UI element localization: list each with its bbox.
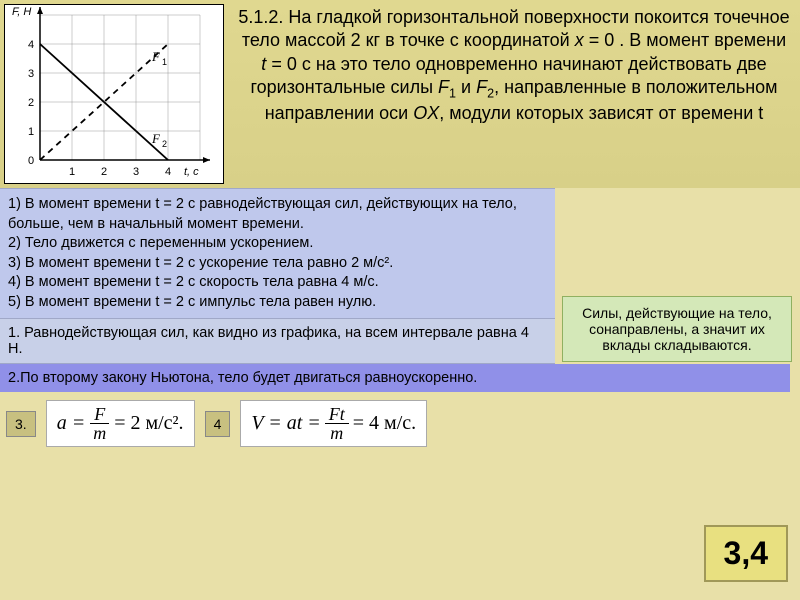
svg-text:F: F xyxy=(151,131,161,146)
statement-2: 2) Тело движется с переменным ускорением… xyxy=(8,234,547,254)
expl1-text: 1. Равнодействующая сил, как видно из гр… xyxy=(8,325,529,357)
bottom-row: 3. a = F m = 2 м/с². 4 V = at = Ft m = 4… xyxy=(0,392,800,455)
svg-text:1: 1 xyxy=(162,57,167,67)
svg-text:0: 0 xyxy=(28,155,34,167)
svg-text:2: 2 xyxy=(28,97,34,109)
svg-text:t, с: t, с xyxy=(184,166,199,178)
explanation-1: 1. Равнодействующая сил, как видно из гр… xyxy=(0,319,555,364)
statement-3: 3) В момент времени t = 2 с ускорение те… xyxy=(8,254,547,274)
f2-lhs: V = at = xyxy=(251,412,320,435)
statement-1: 1) В момент времени t = 2 с равнодейству… xyxy=(8,195,547,234)
f1-frac: F m xyxy=(89,405,110,442)
svg-text:4: 4 xyxy=(165,166,171,178)
svg-text:2: 2 xyxy=(162,139,167,149)
problem-text: 5.1.2. На гладкой горизонтальной поверхн… xyxy=(228,0,800,188)
svg-text:2: 2 xyxy=(101,166,107,178)
expl2-text: 2.По второму закону Ньютона, тело будет … xyxy=(8,370,477,386)
statements-block: 1) В момент времени t = 2 с равнодейству… xyxy=(0,188,555,319)
svg-text:1: 1 xyxy=(69,166,75,178)
top-region: F1 F2 0 1 2 3 4 1 2 3 4 t, с F, Н 5.1.2.… xyxy=(0,0,800,188)
hint-box: Силы, действующие на тело, сонаправлены,… xyxy=(562,296,792,362)
svg-text:1: 1 xyxy=(28,126,34,138)
answer-box: 3,4 xyxy=(704,525,788,582)
formula-velocity: V = at = Ft m = 4 м/с. xyxy=(240,400,427,447)
svg-text:F, Н: F, Н xyxy=(12,6,31,18)
explanation-2: 2.По второму закону Ньютона, тело будет … xyxy=(0,364,790,392)
problem-number: 5.1.2. xyxy=(238,7,283,27)
svg-text:3: 3 xyxy=(133,166,139,178)
formula-acceleration: a = F m = 2 м/с². xyxy=(46,400,195,447)
svg-text:F: F xyxy=(151,49,161,64)
answer-value: 3,4 xyxy=(724,535,768,571)
svg-text:4: 4 xyxy=(28,39,34,51)
f2-frac: Ft m xyxy=(325,405,349,442)
statement-4: 4) В момент времени t = 2 с скорость тел… xyxy=(8,273,547,293)
hint-text: Силы, действующие на тело, сонаправлены,… xyxy=(582,305,772,353)
step4-label: 4 xyxy=(205,411,231,437)
statement-5: 5) В момент времени t = 2 с импульс тела… xyxy=(8,293,547,313)
problem-body: На гладкой горизонтальной поверхности по… xyxy=(242,7,790,123)
force-time-graph: F1 F2 0 1 2 3 4 1 2 3 4 t, с F, Н xyxy=(4,4,224,184)
step3-label: 3. xyxy=(6,411,36,437)
f1-rhs: = 2 м/с². xyxy=(114,412,183,435)
f2-rhs: = 4 м/с. xyxy=(353,412,416,435)
svg-text:3: 3 xyxy=(28,68,34,80)
f1-lhs: a = xyxy=(57,412,86,435)
